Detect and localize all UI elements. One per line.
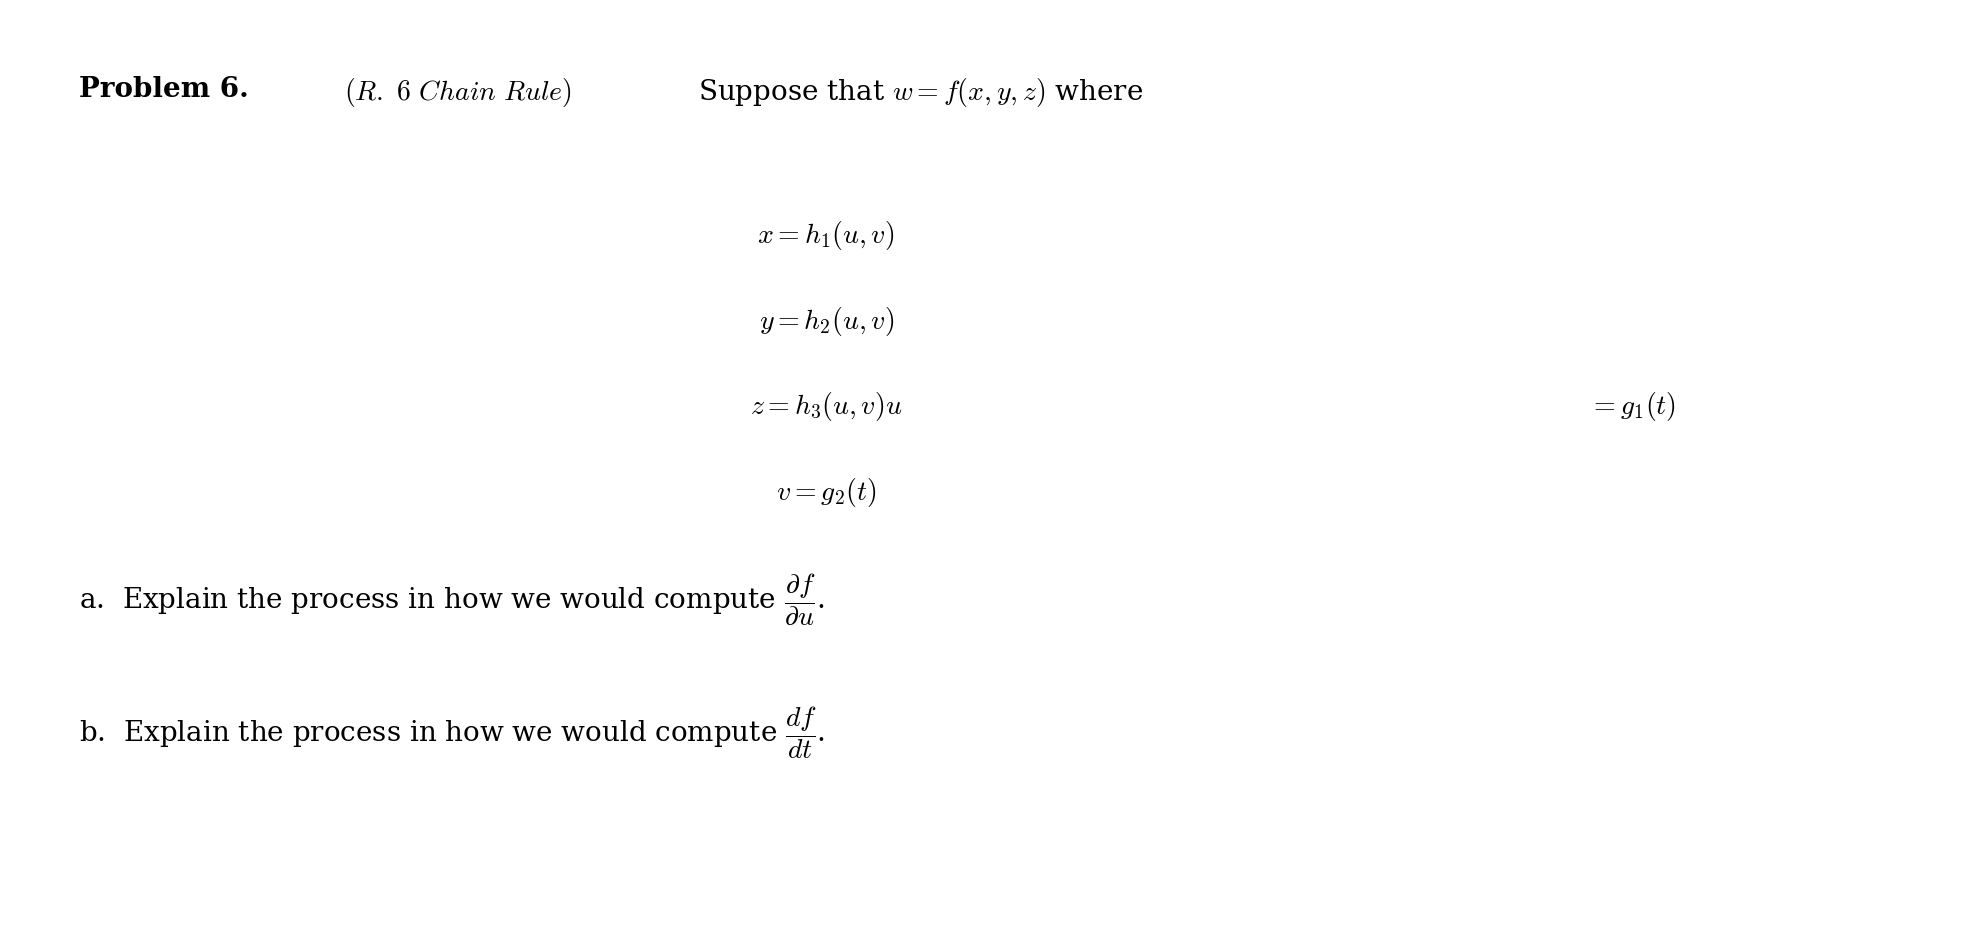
Text: a.  Explain the process in how we would compute $\dfrac{\partial f}{\partial u}$: a. Explain the process in how we would c… [79,571,824,628]
Text: $(R.\ 6\ \mathit{Chain\ Rule})$: $(R.\ 6\ \mathit{Chain\ Rule})$ [344,76,572,109]
Text: $y = h_2(u, v)$: $y = h_2(u, v)$ [759,305,893,338]
Text: $= g_1(t)$: $= g_1(t)$ [1589,390,1676,424]
Text: Suppose that $w = f(x, y, z)$ where: Suppose that $w = f(x, y, z)$ where [698,76,1143,109]
Text: $v = g_2(t)$: $v = g_2(t)$ [775,476,877,509]
Text: b.  Explain the process in how we would compute $\dfrac{df}{dt}$.: b. Explain the process in how we would c… [79,704,824,762]
Text: $x = h_1(u, v)$: $x = h_1(u, v)$ [757,219,895,252]
Text: $z = h_3(u, v)u$: $z = h_3(u, v)u$ [749,390,903,424]
Text: Problem 6.: Problem 6. [79,76,248,103]
